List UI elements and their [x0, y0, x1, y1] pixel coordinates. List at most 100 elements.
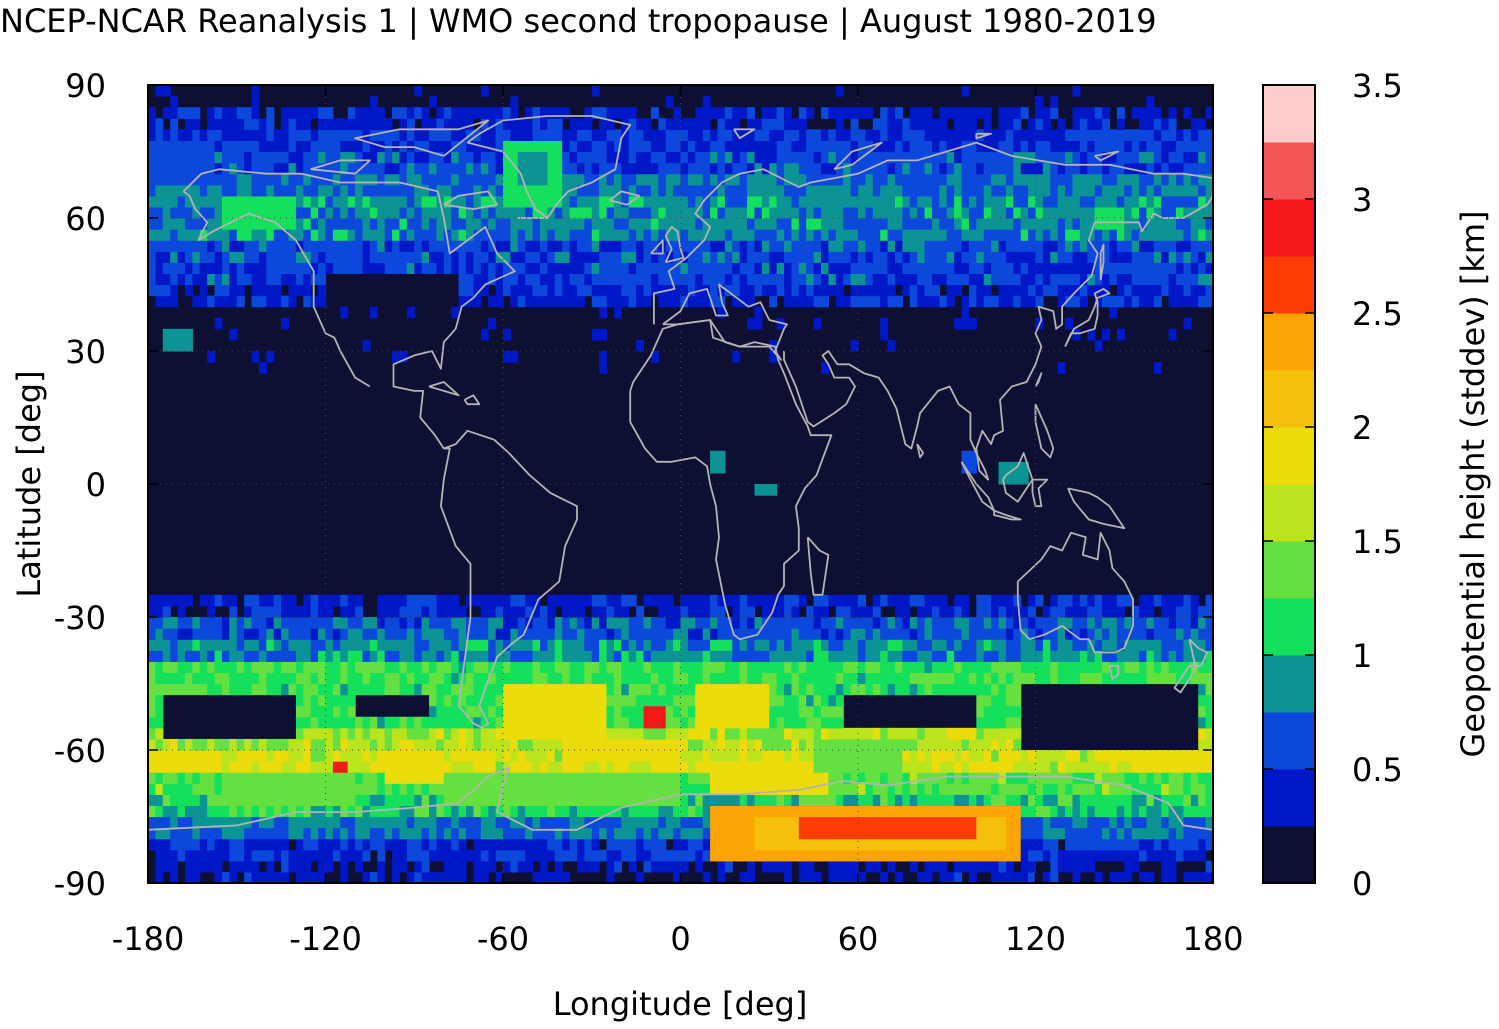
heatmap-cell [340, 229, 349, 241]
heatmap-cell [488, 639, 497, 651]
heatmap-cell [569, 705, 578, 718]
heatmap-cell [880, 816, 889, 829]
heatmap-cell [266, 206, 275, 219]
heatmap-cell [392, 650, 401, 662]
heatmap-cell [1131, 794, 1140, 807]
heatmap-cell [976, 683, 985, 696]
heatmap-cell [177, 628, 186, 640]
heatmap-cell [835, 683, 844, 696]
heatmap-cell [377, 617, 386, 629]
heatmap-cell [1168, 871, 1177, 883]
heatmap-cell [310, 783, 319, 795]
heatmap-cell [769, 628, 778, 640]
heatmap-cell [835, 772, 844, 784]
heatmap-cell [887, 295, 896, 308]
heatmap-cell [1005, 195, 1014, 208]
heatmap-cell [273, 229, 282, 241]
heatmap-cell [1072, 295, 1081, 308]
heatmap-cell [954, 772, 963, 784]
heatmap-cell [717, 694, 726, 707]
heatmap-cell [399, 661, 408, 674]
heatmap-cell [732, 716, 741, 729]
heatmap-cell [1050, 650, 1059, 662]
heatmap-cell [458, 240, 467, 252]
heatmap-cell [843, 262, 852, 275]
heatmap-cell [1005, 672, 1014, 685]
heatmap-cell [813, 650, 822, 662]
heatmap-cell [754, 716, 763, 729]
heatmap-cell [813, 262, 822, 275]
heatmap-cell [1042, 772, 1051, 784]
heatmap-cell [636, 195, 645, 208]
heatmap-cell [954, 816, 963, 829]
heatmap-cell [340, 871, 349, 883]
heatmap-cell [946, 284, 955, 297]
heatmap-cell [717, 284, 726, 297]
heatmap-cell [976, 195, 985, 208]
heatmap-cell [1139, 284, 1148, 297]
heatmap-cell [162, 761, 171, 773]
heatmap-cell [998, 173, 1007, 186]
heatmap-cell [924, 184, 933, 197]
heatmap-cell [288, 783, 297, 795]
heatmap-cell [295, 772, 304, 784]
heatmap-cell [318, 594, 327, 607]
heatmap-cell [517, 705, 526, 718]
heatmap-cell [1198, 772, 1207, 784]
heatmap-cell [162, 229, 171, 241]
heatmap-cell [769, 639, 778, 651]
heatmap-cell [347, 218, 356, 230]
heatmap-cell [355, 783, 364, 795]
heatmap-cell [355, 173, 364, 186]
heatmap-cell [665, 705, 674, 718]
heatmap-cell [303, 772, 312, 784]
heatmap-cell [162, 849, 171, 862]
heatmap-cell [924, 262, 933, 275]
heatmap-cell [458, 849, 467, 862]
heatmap-cell [665, 184, 674, 197]
heatmap-cell [458, 783, 467, 795]
heatmap-cell [813, 683, 822, 696]
heatmap-cell [1146, 750, 1155, 762]
heatmap-cell [295, 849, 304, 862]
heatmap-cell [968, 750, 977, 762]
heatmap-cell [828, 860, 837, 873]
heatmap-cell [244, 650, 253, 662]
heatmap-cell [946, 871, 955, 883]
heatmap-cell [340, 672, 349, 685]
heatmap-cell [295, 816, 304, 829]
heatmap-cell [880, 284, 889, 297]
heatmap-cell [858, 240, 866, 252]
heatmap-cell [1116, 273, 1125, 286]
heatmap-cell [451, 827, 460, 840]
heatmap-cell [1183, 605, 1192, 618]
heatmap-cell [399, 683, 408, 696]
heatmap-cell [1042, 218, 1051, 230]
heatmap-cell [917, 750, 926, 762]
heatmap-cell [155, 761, 164, 773]
heatmap-cell [1042, 173, 1051, 186]
heatmap-cell [236, 783, 245, 795]
heatmap-cell [835, 650, 844, 662]
heatmap-cell [880, 317, 889, 330]
heatmap-cell [1161, 273, 1170, 286]
heatmap-cell [909, 805, 918, 818]
heatmap-cell [303, 617, 312, 629]
heatmap-cell [340, 738, 349, 751]
heatmap-cell [665, 206, 674, 219]
heatmap-cell [1050, 617, 1059, 629]
heatmap-cell [599, 328, 608, 341]
heatmap-cell [872, 295, 881, 308]
heatmap-cell [643, 672, 652, 685]
heatmap-cell [288, 617, 297, 629]
heatmap-cell [599, 605, 608, 618]
heatmap-cell [192, 849, 201, 862]
heatmap-cell [229, 628, 238, 640]
heatmap-cell [1005, 218, 1014, 230]
heatmap-cell [894, 750, 903, 762]
heatmap-cell [702, 173, 711, 186]
heatmap-cell [288, 229, 297, 241]
heatmap-cell [939, 849, 948, 862]
heatmap-cell [1102, 827, 1111, 840]
heatmap-cell [680, 639, 689, 651]
